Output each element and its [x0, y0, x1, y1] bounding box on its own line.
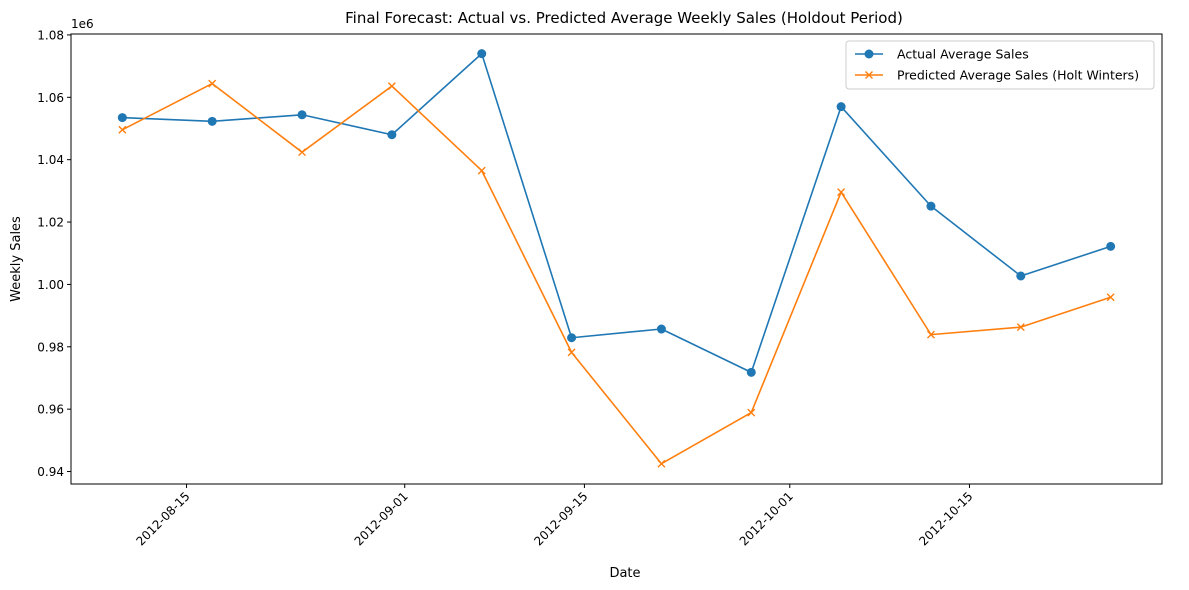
series-2-point: [926, 330, 935, 339]
series-1-point: [926, 201, 936, 211]
y-tick-label: 0.96: [37, 403, 64, 417]
y-axis: 0.94 0.96 0.98 1.00 1.02 1.04 1.06 1.08: [37, 28, 71, 479]
series-2-point: [657, 459, 666, 468]
series-1-point: [117, 113, 127, 123]
plot-frame: [70, 33, 1163, 485]
series-2-point: [298, 148, 307, 157]
series-2-point: [837, 188, 846, 197]
y-axis-label: Weekly Sales: [9, 216, 24, 302]
legend-box: [845, 40, 1155, 90]
series-1-point: [1106, 241, 1116, 251]
x-axis-label: Date: [609, 566, 640, 581]
y-tick-label: 1.06: [37, 91, 64, 105]
y-tick-label: 1.08: [37, 28, 64, 42]
legend: Actual Average Sales Predicted Average Sa…: [845, 40, 1155, 90]
series-line-1: [122, 52, 1111, 374]
series-1-point: [297, 110, 307, 120]
series-2-point: [118, 125, 127, 134]
series-1-point: [656, 324, 666, 334]
legend-marker: [865, 71, 873, 79]
y-tick-label: 1.00: [37, 278, 64, 292]
series-2-point: [477, 166, 486, 175]
series-1-point: [1016, 271, 1026, 281]
series-1-point: [477, 49, 487, 59]
series-2-point: [387, 82, 396, 91]
plot-area: [117, 49, 1116, 468]
y-tick-label: 0.98: [37, 340, 64, 354]
legend-marker: [864, 49, 874, 59]
legend-entry-label: Predicted Average Sales (Holt Winters): [897, 68, 1139, 83]
series-1-point: [746, 367, 756, 377]
chart-title: Final Forecast: Actual vs. Predicted Ave…: [345, 9, 903, 27]
y-tick-label: 1.04: [37, 153, 64, 167]
series-2-point: [208, 79, 217, 88]
y-offset-label: 1e6: [71, 17, 94, 31]
y-tick-label: 0.94: [37, 465, 64, 479]
series-1-point: [567, 333, 577, 343]
series-1-point: [387, 130, 397, 140]
series-1-point: [207, 116, 217, 126]
series-1-point: [836, 102, 846, 112]
series-2-point: [1106, 293, 1115, 302]
legend-entry-label: Actual Average Sales: [897, 47, 1029, 62]
series-2-point: [567, 348, 576, 357]
series-line-2: [121, 82, 1111, 465]
series-2-point: [1016, 323, 1025, 332]
y-tick-label: 1.02: [37, 216, 64, 230]
series-2-point: [747, 408, 756, 417]
